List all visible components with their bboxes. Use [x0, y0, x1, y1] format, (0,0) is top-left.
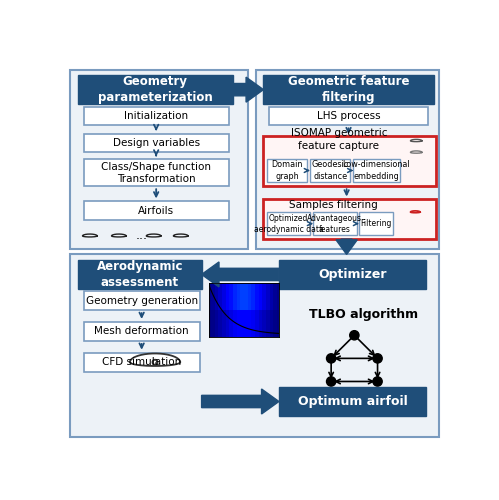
Text: Low-dimensional
embedding: Low-dimensional embedding [343, 160, 410, 180]
Text: Design variables: Design variables [113, 138, 200, 148]
Text: Initialization: Initialization [124, 111, 188, 121]
Bar [70, 254, 440, 438]
Polygon shape [202, 262, 279, 287]
Bar [353, 159, 400, 182]
Bar [84, 322, 200, 341]
Bar [84, 352, 200, 372]
Circle shape [326, 354, 336, 363]
Text: Filtering: Filtering [360, 219, 392, 228]
Bar [70, 70, 248, 248]
Text: TLBO algorithm: TLBO algorithm [309, 308, 419, 320]
Text: ISOMAP geometric
feature capture: ISOMAP geometric feature capture [290, 128, 387, 151]
Text: Samples filtering: Samples filtering [289, 200, 377, 210]
Bar [84, 107, 229, 126]
Text: Mesh deformation: Mesh deformation [94, 326, 189, 336]
Bar [84, 291, 200, 310]
Bar [313, 212, 357, 235]
Text: LHS process: LHS process [317, 111, 380, 121]
Text: ...: ... [136, 230, 148, 242]
Bar [266, 159, 307, 182]
Text: CFD simulation: CFD simulation [102, 357, 181, 367]
Text: Airfoils: Airfoils [138, 206, 174, 216]
Bar [279, 387, 426, 416]
Text: Class/Shape function
Transformation: Class/Shape function Transformation [101, 162, 211, 184]
Bar [269, 107, 428, 126]
Bar [359, 212, 393, 235]
Text: Geometric feature
filtering: Geometric feature filtering [288, 75, 409, 104]
Polygon shape [336, 239, 357, 254]
Bar [266, 212, 310, 235]
Polygon shape [202, 389, 279, 414]
Bar [84, 134, 229, 152]
Bar [263, 136, 436, 186]
Bar [279, 260, 426, 289]
Bar [310, 159, 350, 182]
Text: Advantageous
features: Advantageous features [307, 214, 362, 234]
Text: Geometry
parameterization: Geometry parameterization [98, 75, 213, 104]
Circle shape [326, 377, 336, 386]
Bar [78, 76, 233, 104]
Circle shape [373, 377, 382, 386]
Text: Optimum airfoil: Optimum airfoil [297, 395, 407, 408]
Bar [78, 260, 202, 289]
Polygon shape [233, 77, 263, 102]
Text: Geometry generation: Geometry generation [86, 296, 198, 306]
Circle shape [373, 354, 382, 363]
Text: Aerodynamic
assessment: Aerodynamic assessment [96, 260, 183, 289]
Bar [84, 202, 229, 220]
Text: Domain
graph: Domain graph [271, 160, 302, 180]
Text: Optimized
aerodynamic data: Optimized aerodynamic data [253, 214, 323, 234]
Text: Geodesic
distance: Geodesic distance [311, 160, 349, 180]
Bar [263, 198, 436, 239]
Bar [255, 70, 440, 248]
Bar [263, 76, 434, 104]
Bar [84, 160, 229, 186]
Circle shape [350, 330, 359, 340]
Text: Optimizer: Optimizer [318, 268, 387, 281]
